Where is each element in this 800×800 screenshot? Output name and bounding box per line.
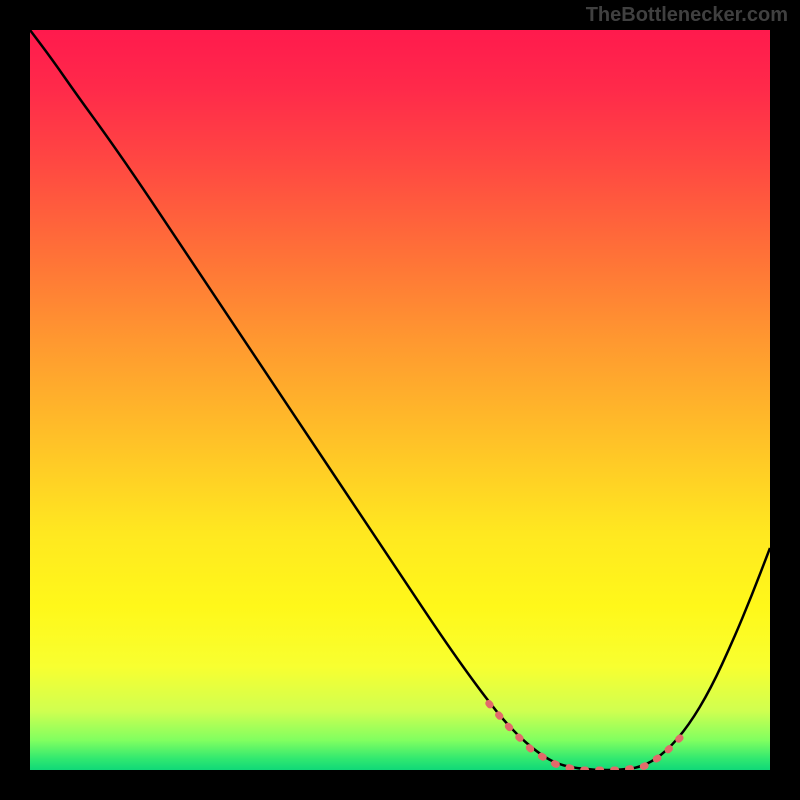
watermark-text: TheBottlenecker.com	[586, 4, 788, 27]
plot-area	[30, 30, 770, 770]
bottleneck-curve	[30, 30, 770, 770]
curve-layer	[30, 30, 770, 770]
